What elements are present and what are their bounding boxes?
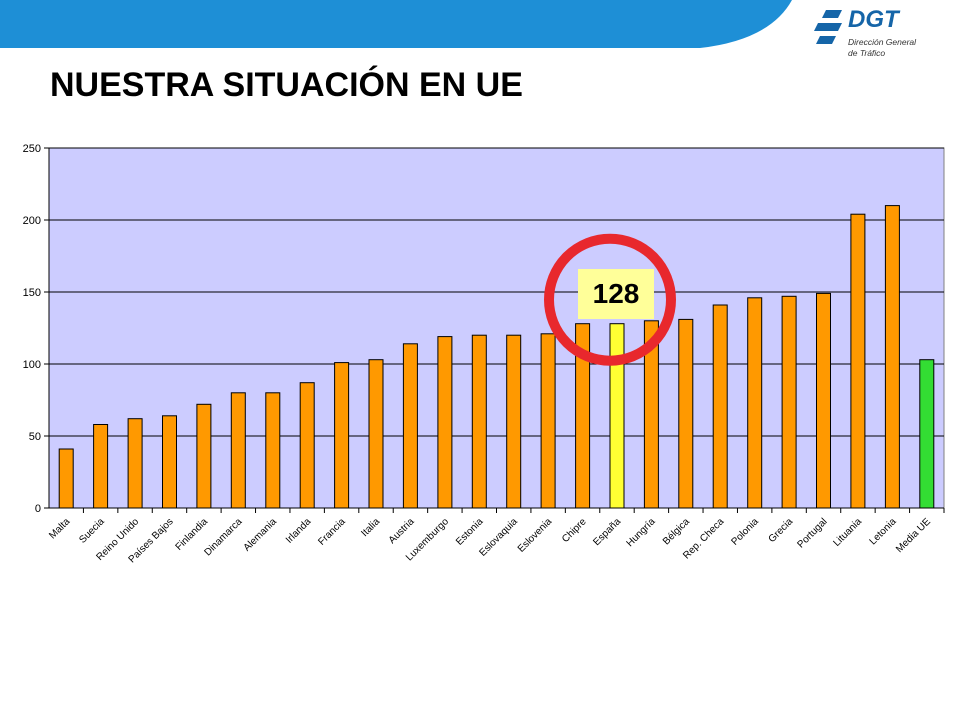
x-tick-label: Bélgica xyxy=(661,516,692,547)
x-tick-label: Polonia xyxy=(729,516,761,548)
x-tick-label: Austria xyxy=(387,516,417,546)
x-tick-label: Chipre xyxy=(560,516,589,545)
bar xyxy=(93,424,109,509)
bar xyxy=(678,318,694,509)
bar xyxy=(712,304,728,509)
bar xyxy=(747,297,763,509)
page-title: NUESTRA SITUACIÓN EN UE xyxy=(50,66,523,104)
x-tick-label: España xyxy=(591,516,623,548)
bar xyxy=(919,359,935,509)
callout-ring xyxy=(544,233,676,366)
x-tick-label: Letonia xyxy=(868,516,899,547)
bar xyxy=(506,334,522,509)
y-tick-label: 200 xyxy=(23,215,41,227)
x-tick-label: Estonia xyxy=(454,516,486,548)
y-tick-label: 0 xyxy=(35,503,41,515)
dgt-logo-subtitle-1: Dirección General xyxy=(848,37,917,47)
x-tick-label: Lituania xyxy=(831,516,864,549)
top-banner xyxy=(0,0,792,48)
bar xyxy=(230,392,246,509)
x-tick-label: Malta xyxy=(47,516,72,541)
dgt-logo-name: DGT xyxy=(848,6,899,33)
bar xyxy=(816,292,831,509)
x-tick-label: Italia xyxy=(359,516,382,539)
bar xyxy=(850,213,866,509)
x-tick-label: Dinamarca xyxy=(202,516,244,558)
x-tick-label: Irlanda xyxy=(284,516,314,546)
x-tick-label: Media UE xyxy=(894,516,933,555)
bar xyxy=(402,343,418,509)
y-tick-label: 50 xyxy=(29,431,41,443)
bar xyxy=(437,336,453,509)
bar xyxy=(334,362,350,509)
bar xyxy=(162,415,177,509)
bar xyxy=(196,403,212,509)
x-tick-label: Grecia xyxy=(767,516,796,545)
y-tick-label: 100 xyxy=(23,359,41,371)
bar xyxy=(781,295,797,509)
y-tick-label: 150 xyxy=(23,287,41,299)
bar xyxy=(471,334,487,509)
bar xyxy=(127,418,143,509)
callout-value-label: 128 xyxy=(578,269,654,319)
y-tick-label: 250 xyxy=(23,143,41,155)
bar xyxy=(884,205,900,509)
bar xyxy=(575,323,591,509)
bar xyxy=(58,448,74,509)
bar xyxy=(265,392,281,509)
bar xyxy=(299,382,315,509)
dgt-logo-subtitle-2: de Tráfico xyxy=(848,48,886,58)
x-tick-label: Eslovaquia xyxy=(477,516,520,559)
plot-area xyxy=(48,147,945,509)
x-tick-label: Hungría xyxy=(625,516,658,549)
bar xyxy=(368,359,384,509)
x-tick-label: Francia xyxy=(316,516,348,548)
x-tick-label: Alemania xyxy=(242,516,280,554)
x-tick-label: Eslovenia xyxy=(516,516,555,555)
y-axis-ticks: 0 50 100 150 200 250 xyxy=(23,143,49,515)
banner-swoosh xyxy=(0,0,792,48)
bar xyxy=(609,323,625,509)
bars xyxy=(58,205,935,509)
bar xyxy=(540,333,556,509)
bar xyxy=(643,320,659,509)
x-tick-label: Portugal xyxy=(796,516,830,550)
dgt-logo-mark-icon xyxy=(814,10,842,44)
dgt-logo: DGT Dirección General de Tráfico xyxy=(812,4,952,66)
x-tick-label: Suecia xyxy=(77,516,107,546)
